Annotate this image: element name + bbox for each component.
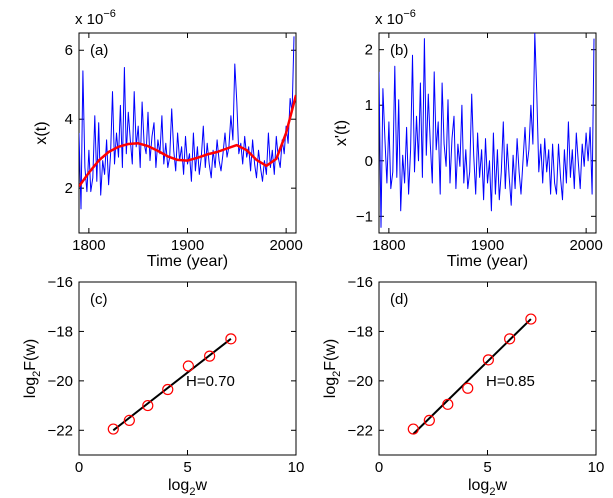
y-axis-label-part: F(w): [22, 339, 39, 371]
x-axis-label: Time (year): [147, 253, 228, 270]
y-axis-label-part: F(w): [322, 339, 339, 371]
x-tick-label: 0: [75, 459, 83, 476]
hurst-annotation: H=0.85: [486, 373, 535, 390]
y-tick-label: 1: [365, 97, 373, 114]
data-point: [504, 333, 516, 345]
x-axis-label: log2w: [468, 477, 507, 498]
exponent-base: x 10: [375, 11, 403, 28]
y-tick-label: −16: [48, 274, 73, 291]
y-tick-label: 2: [365, 42, 373, 59]
x-tick-label: 1800: [372, 237, 405, 254]
y-axis-label-part: 2: [331, 371, 343, 377]
panel-b: 1800 1900 2000 −1 0 1 2 (b) x 10−6 Time (year) x'(…: [333, 8, 603, 270]
x-tick-label: 2000: [569, 237, 602, 254]
x-axis-label: log2w: [168, 477, 207, 498]
data-point: [407, 423, 419, 435]
y-tick-label: −1: [356, 208, 373, 225]
x-tick-label: 5: [483, 459, 491, 476]
panel-label: (a): [90, 42, 108, 59]
exponent-power: −6: [403, 8, 416, 20]
y-exponent-label: x 10−6: [375, 8, 416, 28]
y-axis-label: log2F(w): [322, 339, 343, 398]
y-tick-label: −22: [48, 422, 73, 439]
data-point: [123, 414, 135, 426]
x-tick-label: 0: [375, 459, 383, 476]
x-axis-label: Time (year): [447, 253, 528, 270]
panel-d-frame: [378, 281, 597, 456]
x-axis-label-part: log: [468, 477, 489, 494]
data-point: [482, 354, 494, 366]
exponent-power: −6: [103, 8, 116, 20]
y-axis-label: x(t): [33, 121, 50, 144]
data-point: [162, 383, 174, 396]
exponent-base: x 10: [75, 11, 103, 28]
y-axis-label-part: log: [322, 377, 339, 398]
data-point: [442, 398, 454, 410]
data-point: [462, 382, 474, 394]
x-axis-label-part: w: [194, 477, 207, 494]
data-point: [182, 360, 194, 372]
panel-label: (c): [90, 291, 108, 308]
x-axis-label-part: log: [168, 477, 189, 494]
y-tick-label: −18: [348, 323, 373, 340]
y-exponent-label: x 10−6: [75, 8, 116, 28]
data-line: [379, 33, 595, 228]
data-point: [225, 333, 237, 345]
y-tick-label: −18: [48, 323, 73, 340]
x-axis-label-part: 2: [189, 486, 195, 498]
y-tick-label: 0: [365, 153, 373, 170]
x-axis-label-part: 2: [489, 486, 495, 498]
x-tick-label: 10: [588, 459, 605, 476]
panel-label: (d): [390, 291, 408, 308]
panel-label: (b): [390, 42, 408, 59]
trend-line: [79, 94, 296, 188]
y-axis-label-part: 2: [31, 371, 43, 377]
panel-a: 1800 1900 2000 2 4 6 (a) x 10−6 Time (year) x(t): [33, 8, 303, 270]
data-point: [423, 414, 435, 426]
panel-b-frame: [378, 32, 597, 234]
fit-line: [412, 318, 532, 435]
data-point: [525, 313, 537, 325]
y-tick-label: 4: [65, 111, 73, 128]
y-axis-label: x'(t): [333, 120, 350, 146]
data-point: [107, 423, 119, 435]
y-tick-label: −20: [348, 373, 373, 390]
y-tick-label: 2: [65, 180, 73, 197]
y-axis-label: log2F(w): [22, 339, 43, 398]
x-tick-label: 5: [183, 459, 191, 476]
data-point: [204, 350, 216, 362]
data-point: [142, 399, 154, 412]
x-tick-label: 1900: [471, 237, 504, 254]
data-line: [79, 36, 295, 210]
x-tick-label: 2000: [269, 237, 302, 254]
x-tick-label: 1900: [171, 237, 204, 254]
x-axis-label-part: w: [494, 477, 507, 494]
x-tick-label: 10: [288, 459, 305, 476]
y-tick-label: −16: [348, 274, 373, 291]
fit-line: [112, 338, 232, 432]
y-tick-label: 6: [65, 42, 73, 59]
y-tick-label: −20: [48, 373, 73, 390]
y-axis-label-part: log: [22, 377, 39, 398]
hurst-annotation: H=0.70: [186, 373, 235, 390]
y-tick-label: −22: [348, 422, 373, 439]
panel-c-frame: [78, 281, 297, 456]
x-tick-label: 1800: [72, 237, 105, 254]
